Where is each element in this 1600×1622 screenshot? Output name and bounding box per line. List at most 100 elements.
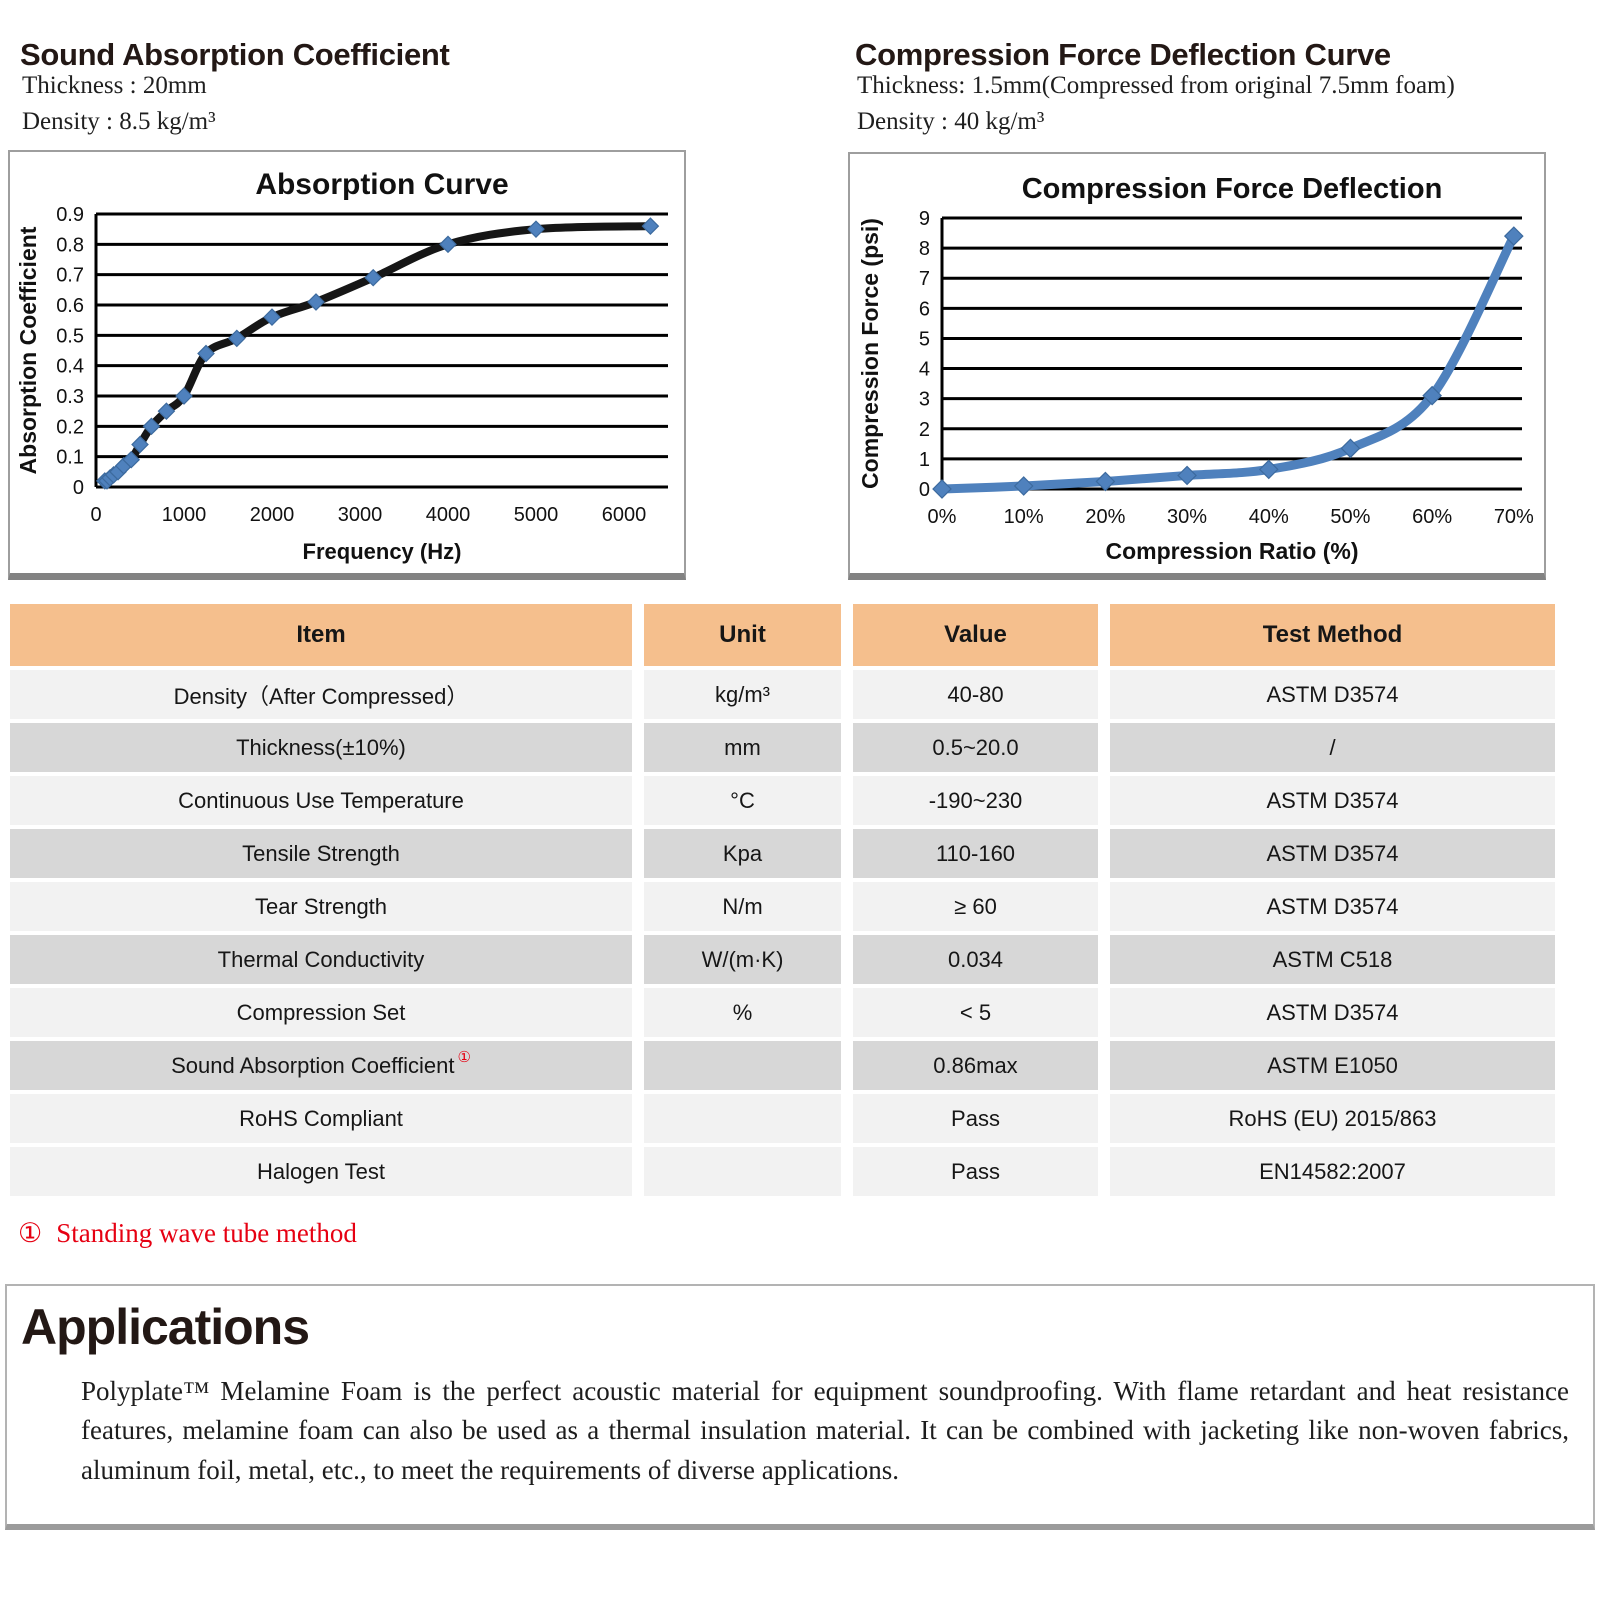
gridlines [96,212,668,489]
cell-item: Tear Strength [10,882,632,931]
svg-text:10%: 10% [1004,506,1044,528]
cell-item: RoHS Compliant [10,1094,632,1143]
applications-title: Applications [21,1299,310,1355]
chart-title: Absorption Curve [255,168,508,201]
svg-text:3: 3 [919,389,930,411]
spec-density: Density : 8.5 kg/m³ [22,107,216,135]
footnote: ① Standing wave tube method [18,1218,357,1249]
table-row: RoHS Compliant Pass RoHS (EU) 2015/863 [10,1094,1555,1143]
svg-text:20%: 20% [1085,506,1125,528]
cell-value: Pass [853,1094,1098,1143]
gridlines [942,216,1522,491]
svg-text:3000: 3000 [338,504,383,526]
x-tick-labels: 0 1000 2000 3000 4000 5000 6000 [90,504,646,526]
cell-unit [644,1094,841,1143]
footnote-ref: ① [457,1048,471,1066]
compression-force-deflection-plot: 0 1 2 3 4 5 6 7 8 9 0% 10% 20% 30% 40% 50% 60% 70% Compres… [857,173,1535,564]
compression-force-deflection-chart: 0 1 2 3 4 5 6 7 8 9 0% 10% 20% 30% 40% 50% 60% 70% Compres… [848,152,1546,580]
y-axis-label: Compression Force (psi) [857,218,883,489]
cell-item: Continuous Use Temperature [10,776,632,825]
svg-text:4000: 4000 [426,504,471,526]
cell-item: Tensile Strength [10,829,632,878]
cell-unit: kg/m³ [644,670,841,719]
cell-test-method: EN14582:2007 [1110,1147,1555,1196]
svg-text:0: 0 [90,504,101,526]
table-row: Tensile Strength Kpa 110-160 ASTM D3574 [10,829,1555,878]
svg-text:0.6: 0.6 [56,295,84,317]
svg-text:0.8: 0.8 [56,234,84,256]
x-tick-labels: 0% 10% 20% 30% 40% 50% 60% 70% [928,506,1535,528]
svg-text:0.2: 0.2 [56,416,84,438]
cell-item: Thermal Conductivity [10,935,632,984]
cell-value: 0.5~20.0 [853,723,1098,772]
cell-item: Sound Absorption Coefficient ① [10,1041,632,1090]
table-row: Halogen Test Pass EN14582:2007 [10,1147,1555,1196]
applications-paragraph: Polyplate™ Melamine Foam is the perfect … [81,1376,1569,1485]
table-header-cell: Unit [644,604,841,666]
cell-test-method: / [1110,723,1555,772]
applications-section: Applications Polyplate™ Melamine Foam is… [5,1284,1595,1530]
cell-test-method: ASTM D3574 [1110,829,1555,878]
cell-unit: % [644,988,841,1037]
cell-test-method: ASTM C518 [1110,935,1555,984]
svg-text:0.9: 0.9 [56,204,84,226]
y-axis-label: Absorption Coefficient [15,226,41,474]
x-axis-label: Compression Ratio (%) [1105,538,1358,564]
svg-text:0.7: 0.7 [56,265,84,287]
svg-text:70%: 70% [1494,506,1534,528]
sound-absorption-section-title: Sound Absorption Coefficient [20,36,450,72]
cell-value: 40-80 [853,670,1098,719]
svg-text:30%: 30% [1167,506,1207,528]
cell-value: ≥ 60 [853,882,1098,931]
table-header-cell: Item [10,604,632,666]
cell-test-method: ASTM E1050 [1110,1041,1555,1090]
svg-text:9: 9 [919,208,930,230]
cell-unit [644,1147,841,1196]
cell-item: Halogen Test [10,1147,632,1196]
cell-unit: °C [644,776,841,825]
cell-unit: N/m [644,882,841,931]
series-line [937,231,1519,494]
svg-text:4: 4 [919,359,930,381]
cell-item: Compression Set [10,988,632,1037]
cell-test-method: RoHS (EU) 2015/863 [1110,1094,1555,1143]
cell-item: Density（After Compressed） [10,670,632,719]
cell-test-method: ASTM D3574 [1110,776,1555,825]
series-line [100,222,655,486]
cell-test-method: ASTM D3574 [1110,670,1555,719]
compression-deflection-specs: Thickness: 1.5mm(Compressed from origina… [857,68,1455,139]
spec-thickness: Thickness: 1.5mm(Compressed from origina… [857,72,1455,99]
cell-value: < 5 [853,988,1098,1037]
absorption-curve-plot: 0 0.1 0.2 0.3 0.4 0.5 0.6 0.7 0.8 0.9 0 1000 2000 300… [15,168,668,564]
absorption-curve-chart: 0 0.1 0.2 0.3 0.4 0.5 0.6 0.7 0.8 0.9 0 1000 2000 300… [8,150,686,580]
footnote-marker: ① [18,1218,43,1248]
svg-text:0.5: 0.5 [56,325,84,347]
svg-text:60%: 60% [1412,506,1452,528]
svg-text:40%: 40% [1249,506,1289,528]
table-header-row: Item Unit Value Test Method [10,604,1555,666]
cell-value: Pass [853,1147,1098,1196]
cell-test-method: ASTM D3574 [1110,882,1555,931]
table-row: Tear Strength N/m ≥ 60 ASTM D3574 [10,882,1555,931]
svg-text:2000: 2000 [250,504,295,526]
footnote-text: Standing wave tube method [56,1218,357,1248]
svg-text:0.1: 0.1 [56,447,84,469]
y-tick-labels: 0 0.1 0.2 0.3 0.4 0.5 0.6 0.7 0.8 0.9 [56,204,84,499]
svg-text:0: 0 [73,477,84,499]
svg-text:6: 6 [919,298,930,320]
data-point-markers [932,226,1524,499]
table-row: Thermal Conductivity W/(m·K) 0.034 ASTM C51… [10,935,1555,984]
svg-text:6000: 6000 [602,504,647,526]
cell-unit [644,1041,841,1090]
table-row: Continuous Use Temperature °C -190~230 ASTM… [10,776,1555,825]
cell-value: -190~230 [853,776,1098,825]
table-row: Sound Absorption Coefficient ① 0.86max ASTM… [10,1041,1555,1090]
svg-text:2: 2 [919,419,930,441]
cell-item: Thickness(±10%) [10,723,632,772]
table-row: Thickness(±10%) mm 0.5~20.0/ [10,723,1555,772]
cell-value: 0.034 [853,935,1098,984]
table-header-cell: Test Method [1110,604,1555,666]
cell-test-method: ASTM D3574 [1110,988,1555,1037]
spec-thickness: Thickness : 20mm [22,72,207,99]
